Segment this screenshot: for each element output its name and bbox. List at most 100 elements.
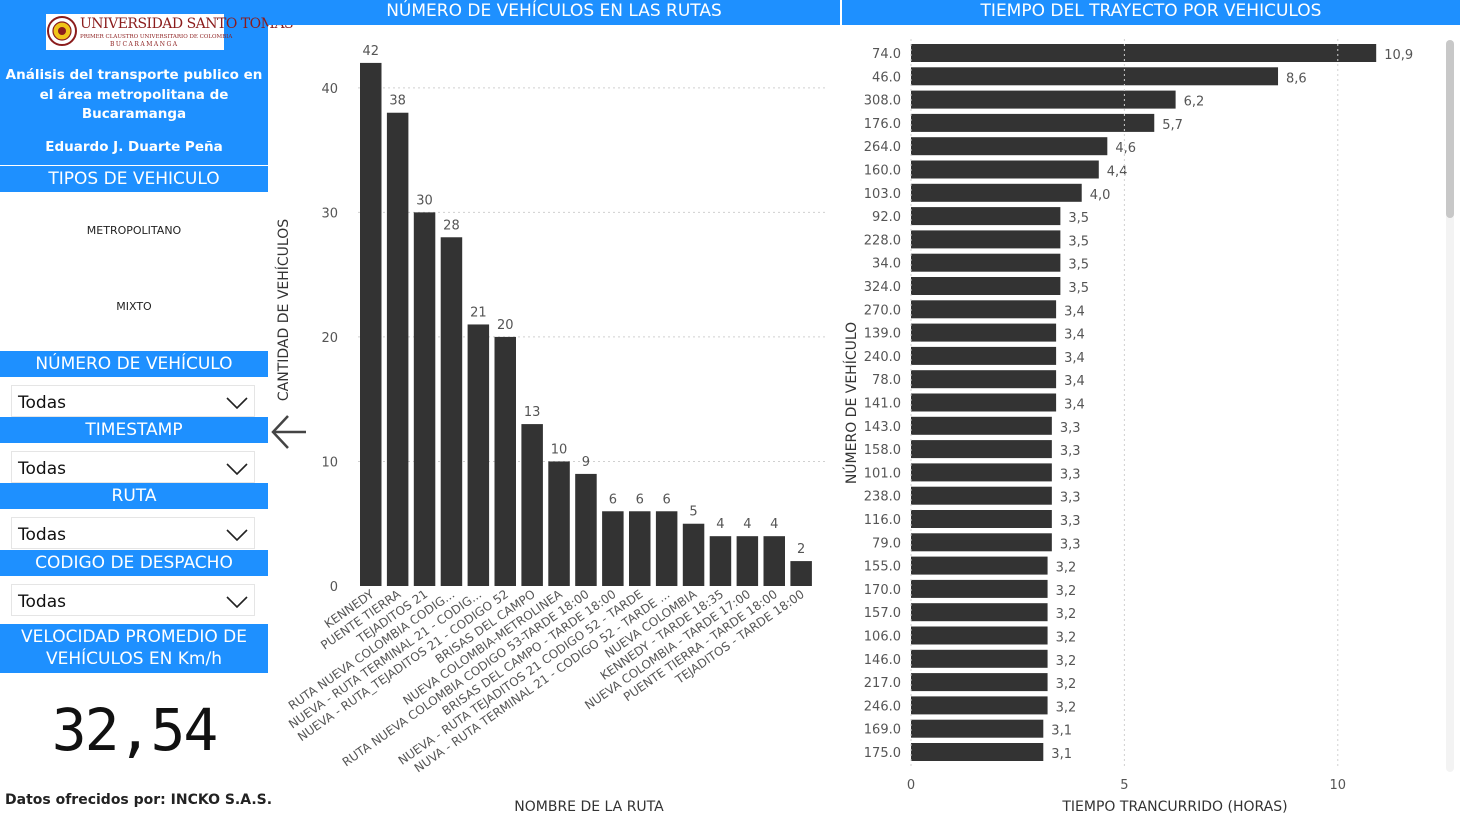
trip-time-bar[interactable]: [911, 346, 1057, 365]
trip-time-bar[interactable]: [911, 183, 1082, 202]
trip-time-bar[interactable]: [911, 649, 1048, 668]
logo-motto: PRIMER CLAUSTRO UNIVERSITARIO DE COLOMBI…: [80, 34, 233, 40]
route-bar[interactable]: [494, 336, 517, 586]
y-tick-label: 10: [321, 455, 338, 470]
route-bar[interactable]: [790, 561, 812, 586]
trip-time-bar[interactable]: [911, 673, 1048, 692]
trip-time-bar[interactable]: [911, 300, 1057, 319]
bar-data-label: 3,2: [1056, 584, 1077, 599]
bar-data-label: 30: [416, 193, 433, 208]
y-tick-label: 40: [321, 82, 338, 97]
trip-time-bar[interactable]: [911, 393, 1057, 412]
y-tick-label: 146.0: [864, 653, 901, 668]
y-tick-label: 34.0: [872, 257, 901, 272]
route-bar[interactable]: [521, 424, 543, 586]
trip-time-bar[interactable]: [911, 44, 1377, 62]
bar-data-label: 3,2: [1056, 607, 1077, 622]
trip-time-bar[interactable]: [911, 486, 1052, 505]
trip-time-bar[interactable]: [911, 696, 1048, 715]
route-bar[interactable]: [655, 511, 678, 586]
x-tick-label: 10: [1330, 778, 1347, 793]
arrow-left-icon[interactable]: [270, 412, 308, 452]
route-bar[interactable]: [736, 536, 759, 586]
trip-time-bar[interactable]: [911, 230, 1061, 249]
bar-data-label: 3,4: [1064, 304, 1085, 319]
bar-data-label: 6: [636, 492, 644, 507]
trip-time-bar[interactable]: [911, 463, 1052, 482]
seal-icon: [47, 16, 77, 46]
route-bar[interactable]: [763, 536, 786, 586]
vehicle-number-dropdown[interactable]: Todas: [11, 385, 255, 417]
y-tick-label: 160.0: [864, 164, 901, 179]
dispatch-code-dropdown[interactable]: Todas: [11, 584, 255, 616]
trip-time-bar[interactable]: [911, 323, 1057, 342]
trip-time-bar[interactable]: [911, 510, 1052, 528]
trip-time-bar[interactable]: [911, 207, 1061, 226]
y-tick-label: 101.0: [864, 466, 901, 481]
bar-data-label: 28: [443, 218, 460, 233]
trip-time-bar[interactable]: [911, 743, 1044, 761]
timestamp-dropdown[interactable]: Todas: [11, 451, 255, 483]
bar-data-label: 3,3: [1060, 491, 1081, 506]
bar-data-label: 6,2: [1184, 95, 1205, 110]
y-tick-label: 141.0: [864, 397, 901, 412]
bar-data-label: 20: [497, 318, 514, 333]
trip-time-bar[interactable]: [911, 719, 1044, 738]
route-bar[interactable]: [413, 212, 436, 586]
bar-data-label: 5: [689, 505, 697, 520]
chevron-down-icon: [226, 397, 248, 409]
y-tick-label: 92.0: [872, 210, 901, 225]
vehicle-types-header: TIPOS DE VEHICULO: [0, 166, 268, 192]
route-bar[interactable]: [440, 237, 463, 587]
route-bar[interactable]: [709, 536, 732, 586]
trip-time-bar[interactable]: [911, 137, 1108, 156]
bar-data-label: 2: [797, 542, 805, 557]
route-bar[interactable]: [602, 511, 624, 586]
trip-time-bar[interactable]: [911, 556, 1048, 575]
bar-data-label: 3,3: [1060, 444, 1081, 459]
trip-time-bar[interactable]: [911, 160, 1099, 179]
trip-time-bar[interactable]: [911, 90, 1176, 109]
route-dropdown[interactable]: Todas: [11, 517, 255, 549]
chart-scrollbar-thumb[interactable]: [1446, 40, 1454, 218]
route-bar[interactable]: [682, 523, 705, 586]
trip-time-bar[interactable]: [911, 277, 1061, 295]
y-axis-title: CANTIDAD DE VEHÍCULOS: [275, 219, 292, 401]
route-bar[interactable]: [575, 473, 597, 586]
y-tick-label: 74.0: [872, 47, 901, 62]
trip-time-bar[interactable]: [911, 626, 1048, 645]
bar-data-label: 3,1: [1051, 724, 1072, 739]
route-bar[interactable]: [467, 324, 490, 586]
y-tick-label: 155.0: [864, 560, 901, 575]
route-bar[interactable]: [386, 112, 409, 587]
x-axis-title: NOMBRE DE LA RUTA: [514, 799, 664, 815]
route-bar[interactable]: [629, 511, 651, 586]
bar-data-label: 4: [716, 517, 724, 532]
y-tick-label: 143.0: [864, 420, 901, 435]
trip-time-bar[interactable]: [911, 113, 1155, 132]
trip-time-bar[interactable]: [911, 603, 1048, 622]
bar-data-label: 42: [362, 44, 379, 59]
bar-data-label: 3,4: [1064, 374, 1085, 389]
trip-time-bar[interactable]: [911, 416, 1052, 435]
bar-data-label: 3,3: [1060, 421, 1081, 436]
logo-name: UNIVERSIDAD SANTO TOMAS: [80, 16, 294, 32]
y-tick-label: 217.0: [864, 676, 901, 691]
route-bar[interactable]: [548, 461, 570, 586]
bar-data-label: 3,1: [1051, 747, 1072, 762]
trip-time-bar[interactable]: [911, 67, 1279, 86]
bar-data-label: 3,4: [1064, 351, 1085, 366]
trip-time-bar[interactable]: [911, 533, 1052, 552]
route-bar[interactable]: [360, 62, 382, 586]
y-tick-label: 308.0: [864, 94, 901, 109]
trip-time-bar[interactable]: [911, 253, 1061, 272]
trip-time-bar[interactable]: [911, 579, 1048, 598]
trip-time-bar[interactable]: [911, 370, 1057, 389]
vehicle-type-mixto[interactable]: MIXTO: [116, 300, 152, 313]
y-tick-label: 228.0: [864, 233, 901, 248]
vehicle-type-metropolitano[interactable]: METROPOLITANO: [86, 224, 182, 237]
bar-data-label: 4: [743, 517, 751, 532]
chart-scrollbar-track[interactable]: [1446, 40, 1454, 772]
trip-time-bar[interactable]: [911, 440, 1052, 459]
y-tick-label: 240.0: [864, 350, 901, 365]
